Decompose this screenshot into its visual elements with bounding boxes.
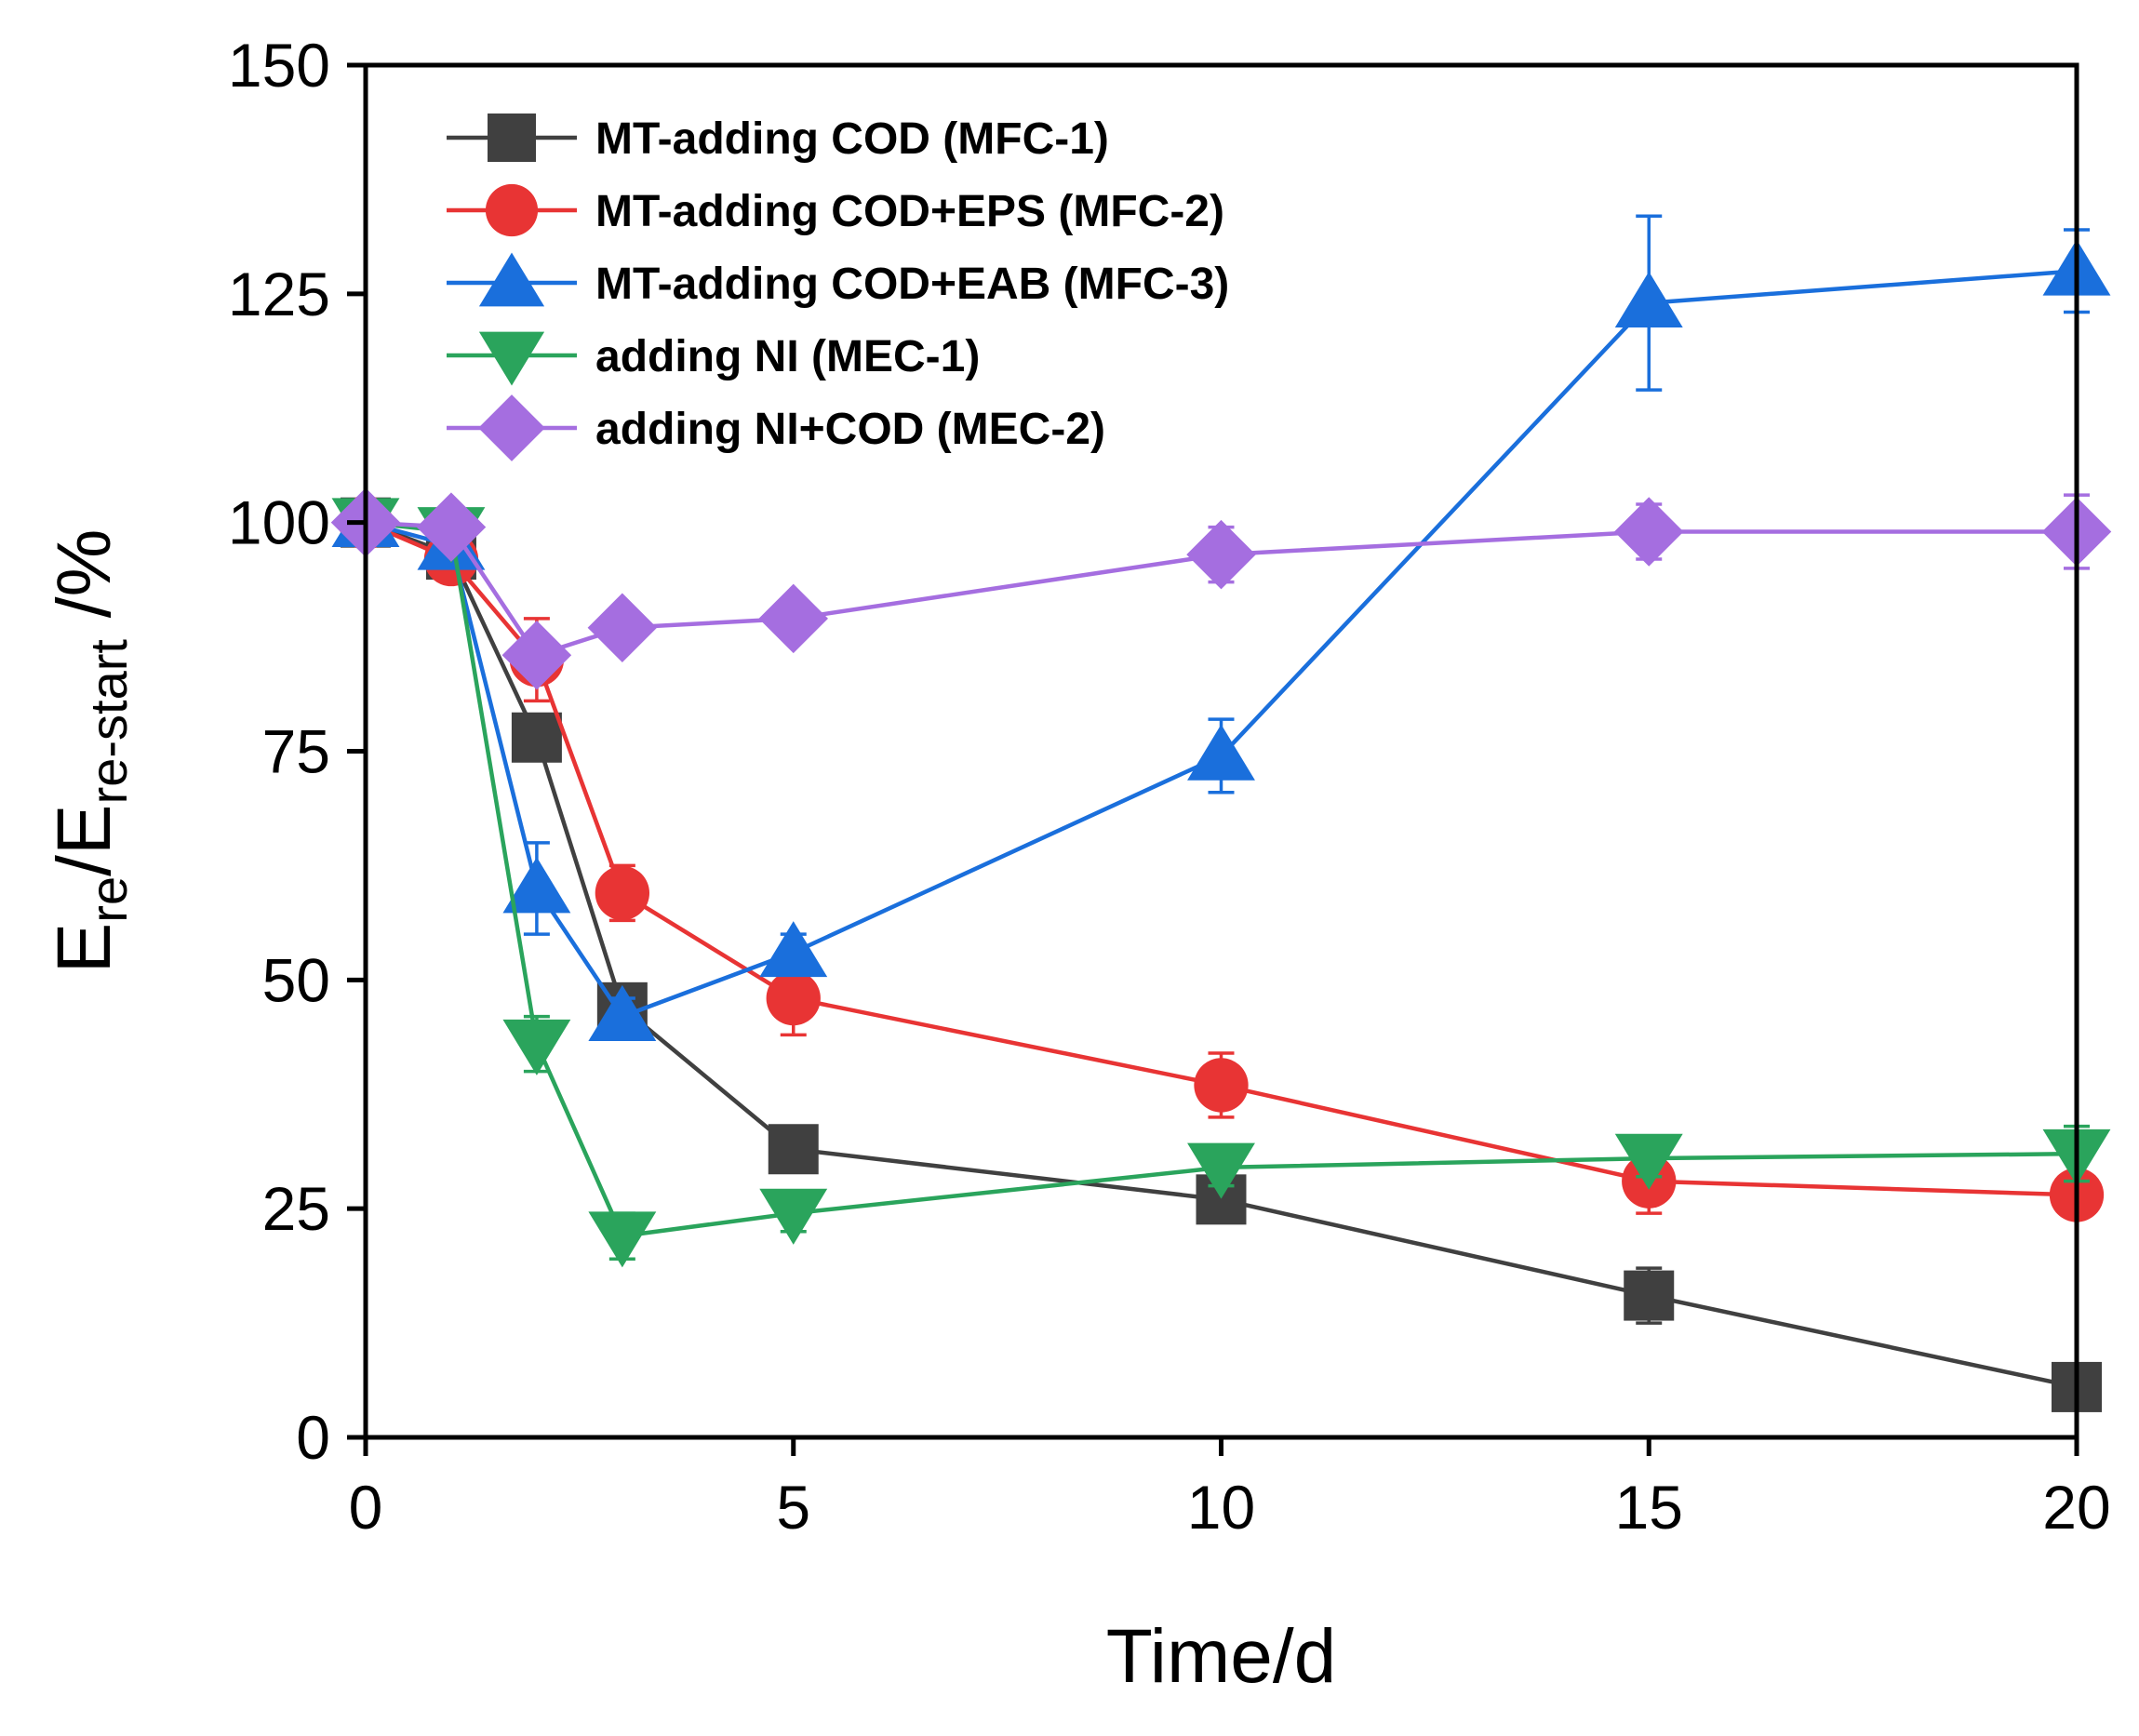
y-axis-title-part: re [79, 876, 138, 923]
data-point [1614, 271, 1683, 327]
legend-item-5: adding NI+COD (MEC-2) [447, 394, 1105, 461]
data-point [588, 1211, 657, 1268]
y-tick-label: 100 [228, 488, 330, 557]
y-axis-title-part: /% [42, 529, 127, 639]
y-axis-title: Ere/Ere-start /% [42, 529, 138, 974]
legend-marker [488, 114, 536, 162]
legend-label: adding NI+COD (MEC-2) [595, 405, 1105, 454]
legend-label: adding NI (MEC-1) [595, 332, 980, 381]
x-tick-label: 10 [1187, 1473, 1255, 1542]
legend-marker [478, 331, 545, 386]
legend-marker [478, 394, 545, 461]
data-point [416, 492, 487, 562]
series-5 [330, 487, 2112, 690]
data-point [1187, 1142, 1255, 1199]
y-tick-label: 150 [228, 31, 330, 100]
legend: MT-adding COD (MFC-1) MT-adding COD+EPS (… [447, 114, 1229, 461]
series-line [365, 520, 2077, 658]
legend-item-3: MT-adding COD+EAB (MFC-3) [447, 252, 1229, 309]
y-tick-label: 25 [262, 1174, 330, 1243]
x-tick-label: 5 [776, 1473, 810, 1542]
y-tick-label: 125 [228, 260, 330, 328]
data-point [1613, 497, 1684, 567]
series-line [365, 269, 2078, 1019]
legend-item-2: MT-adding COD+EPS (MFC-2) [447, 183, 1224, 237]
data-point [1624, 1270, 1675, 1321]
data-point [1187, 724, 1255, 781]
data-point [768, 1124, 819, 1175]
legend-label: MT-adding COD+EPS (MFC-2) [595, 187, 1224, 236]
axes: 0 5 10 15 20 0 25 50 75 100 125 150 Time/d Ere/Ere-st… [42, 31, 2111, 1699]
x-tick-label: 20 [2042, 1473, 2110, 1542]
data-point [511, 712, 562, 763]
data-point [759, 1188, 828, 1245]
series-line [365, 520, 2078, 1390]
data-point [758, 583, 829, 654]
data-point [501, 620, 572, 690]
legend-item-4: adding NI (MEC-1) [447, 331, 980, 386]
data-point [502, 1019, 571, 1075]
plot-area [330, 214, 2112, 1412]
x-tick-label: 0 [349, 1473, 383, 1542]
y-tick-label: 50 [262, 945, 330, 1014]
data-point [759, 921, 828, 978]
y-axis-title-part: E [42, 923, 127, 974]
data-point [766, 970, 821, 1026]
legend-marker [478, 252, 545, 307]
y-tick-label: 0 [296, 1403, 330, 1472]
y-axis-title-part: /E [42, 804, 127, 875]
data-point [587, 593, 658, 663]
data-point [595, 865, 650, 921]
data-point [502, 857, 571, 914]
data-point [1614, 1133, 1683, 1190]
x-tick-label: 15 [1615, 1473, 1683, 1542]
data-point [1186, 519, 1256, 590]
series-2 [338, 495, 2105, 1222]
x-axis-title: Time/d [1106, 1614, 1337, 1699]
legend-label: MT-adding COD+EAB (MFC-3) [595, 260, 1229, 309]
y-axis-title-part: re-start [79, 639, 138, 805]
y-tick-label: 75 [262, 717, 330, 786]
legend-label: MT-adding COD (MFC-1) [595, 114, 1109, 164]
series-line [365, 520, 2078, 1238]
data-point [1194, 1058, 1249, 1113]
legend-item-1: MT-adding COD (MFC-1) [447, 114, 1109, 164]
data-point [588, 984, 657, 1041]
legend-marker [485, 183, 539, 237]
